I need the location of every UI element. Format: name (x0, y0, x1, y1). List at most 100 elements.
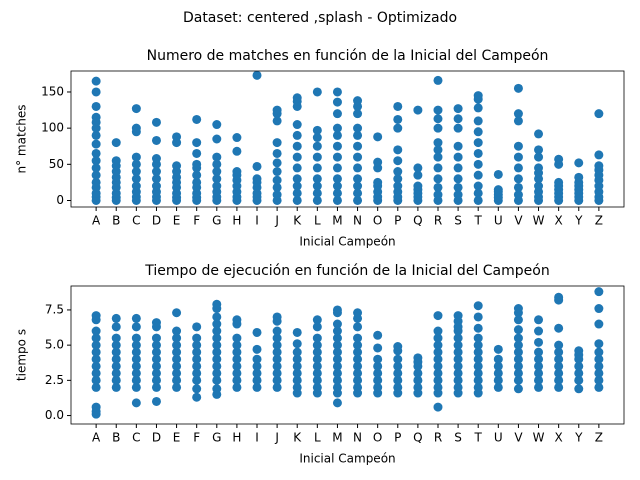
point (554, 354, 564, 364)
point (272, 347, 282, 357)
point (312, 322, 322, 332)
point (272, 340, 282, 350)
point (91, 333, 101, 343)
point (534, 129, 544, 139)
point (493, 185, 503, 195)
point (493, 344, 503, 354)
point (312, 347, 322, 357)
point (594, 161, 604, 171)
point (192, 159, 202, 169)
point (232, 361, 242, 371)
x-tick-label: Z (595, 214, 603, 228)
point (534, 163, 544, 173)
point (353, 347, 363, 357)
x-tick-label: U (494, 431, 503, 445)
point (554, 375, 564, 385)
point (312, 361, 322, 371)
point (292, 327, 302, 337)
point (473, 323, 483, 333)
y-tick-label: 5.0 (45, 338, 64, 352)
point (312, 195, 322, 205)
point (594, 368, 604, 378)
point (272, 190, 282, 200)
point (151, 135, 161, 145)
point (473, 368, 483, 378)
point (172, 132, 182, 142)
point (91, 361, 101, 371)
x-tick-label: F (193, 214, 200, 228)
point (312, 141, 322, 151)
y-tick-label: 50 (49, 157, 64, 171)
point (453, 382, 463, 392)
point (513, 368, 523, 378)
point (534, 145, 544, 155)
point (534, 337, 544, 347)
y-tick-label: 0 (56, 193, 64, 207)
x-tick-label: P (394, 214, 401, 228)
point (131, 123, 141, 133)
point (353, 375, 363, 385)
point (594, 319, 604, 329)
point (574, 346, 584, 356)
point (353, 361, 363, 371)
point (131, 354, 141, 364)
point (534, 361, 544, 371)
point (594, 375, 604, 385)
point (131, 181, 141, 191)
point (393, 382, 403, 392)
point (212, 159, 222, 169)
point (131, 347, 141, 357)
point (594, 304, 604, 314)
point (212, 134, 222, 144)
point (272, 105, 282, 115)
point (192, 170, 202, 180)
point (534, 382, 544, 392)
point (473, 382, 483, 392)
x-tick-label: C (132, 214, 140, 228)
point (272, 368, 282, 378)
point (212, 347, 222, 357)
point (473, 312, 483, 322)
y-tick-label: 7.5 (45, 302, 64, 316)
point (212, 361, 222, 371)
point (453, 182, 463, 192)
point (453, 163, 463, 173)
point (192, 375, 202, 385)
point (554, 177, 564, 187)
point (332, 163, 342, 173)
point (272, 138, 282, 148)
point (433, 114, 443, 124)
point (292, 361, 302, 371)
x-tick-label: R (434, 431, 442, 445)
point (534, 368, 544, 378)
point (151, 361, 161, 371)
point (212, 120, 222, 130)
point (151, 396, 161, 406)
point (111, 138, 121, 148)
point (353, 152, 363, 162)
point (513, 315, 523, 325)
x-tick-label: Q (413, 214, 422, 228)
point (292, 152, 302, 162)
point (131, 313, 141, 323)
point (473, 347, 483, 357)
point (212, 312, 222, 322)
point (513, 116, 523, 126)
point (212, 174, 222, 184)
point (151, 375, 161, 385)
point (353, 123, 363, 133)
point (172, 368, 182, 378)
point (212, 368, 222, 378)
point (292, 339, 302, 349)
point (473, 340, 483, 350)
point (131, 375, 141, 385)
point (513, 354, 523, 364)
point (131, 382, 141, 392)
point (232, 347, 242, 357)
x-tick-label: D (152, 214, 161, 228)
point (272, 148, 282, 158)
point (393, 375, 403, 385)
point (151, 347, 161, 357)
point (473, 127, 483, 137)
point (192, 361, 202, 371)
